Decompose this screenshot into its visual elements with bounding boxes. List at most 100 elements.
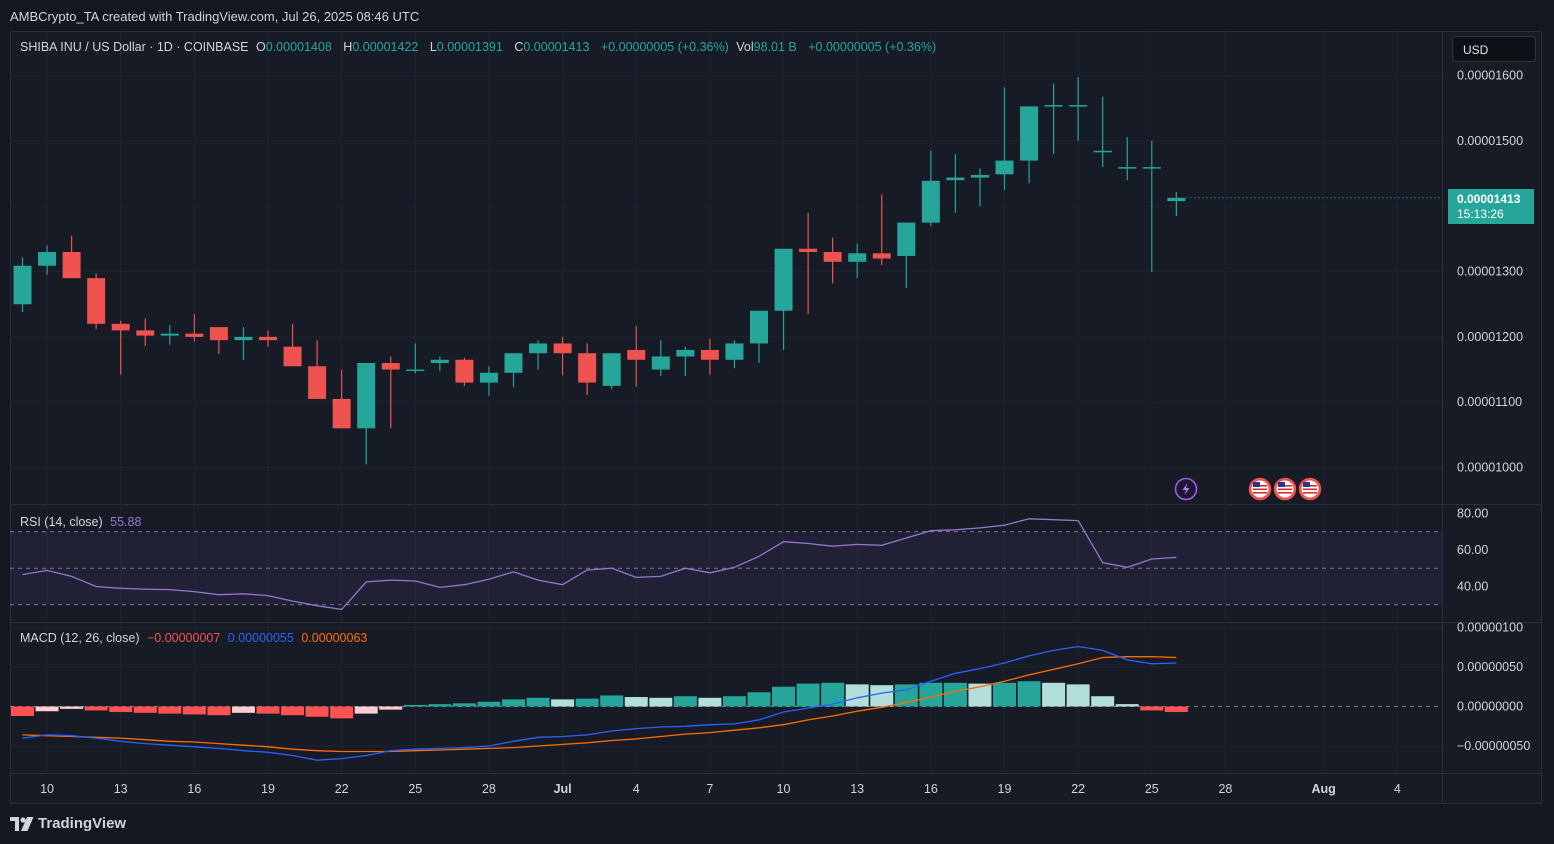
time-tick-label: Aug <box>1311 782 1335 796</box>
candle[interactable] <box>504 353 523 388</box>
candle[interactable] <box>1069 77 1088 141</box>
candle[interactable] <box>283 323 302 367</box>
candle[interactable] <box>381 356 400 429</box>
candle[interactable] <box>38 245 57 275</box>
macd-histogram-bar <box>35 706 59 712</box>
candle[interactable] <box>308 340 327 399</box>
macd-line[interactable] <box>22 645 1177 761</box>
candle[interactable] <box>1093 96 1112 168</box>
candle[interactable] <box>651 340 670 377</box>
candle[interactable] <box>578 343 597 396</box>
macd-pane[interactable] <box>10 645 1442 761</box>
candle[interactable] <box>676 346 695 377</box>
tradingview-logo[interactable]: TradingView <box>10 815 126 832</box>
candle[interactable] <box>332 369 351 429</box>
candle[interactable] <box>357 363 376 465</box>
macd-histogram-bar <box>11 706 34 716</box>
candle-body <box>38 252 57 266</box>
macd-histogram-bar <box>1091 696 1115 707</box>
candle[interactable] <box>160 325 179 345</box>
time-tick-label: Jul <box>554 782 572 796</box>
candle-body <box>1118 167 1137 169</box>
tradingview-logo-text: TradingView <box>38 815 127 832</box>
candle[interactable] <box>848 243 867 279</box>
macd-signal-value: 0.00000063 <box>301 631 368 645</box>
candle[interactable] <box>1167 191 1186 217</box>
candle-body <box>136 330 155 336</box>
candle[interactable] <box>209 327 228 354</box>
rsi-value: 55.88 <box>110 515 142 529</box>
currency-button[interactable]: USD <box>1452 36 1536 62</box>
macd-histogram-bar <box>526 697 550 707</box>
macd-tick-label: 0.00000050 <box>1457 660 1523 674</box>
rsi-pane[interactable] <box>10 518 1442 611</box>
candle[interactable] <box>406 343 425 374</box>
candle[interactable] <box>1142 141 1161 272</box>
price-pane[interactable] <box>13 77 1443 465</box>
macd-histogram-bar <box>821 682 845 707</box>
price-tick-label: 0.00001600 <box>1457 69 1523 83</box>
candle[interactable] <box>185 314 204 342</box>
candle[interactable] <box>1020 106 1039 184</box>
candle[interactable] <box>13 257 32 313</box>
candle[interactable] <box>750 310 768 364</box>
rsi-line[interactable] <box>22 518 1177 611</box>
candle[interactable] <box>946 154 965 213</box>
candle[interactable] <box>995 87 1014 190</box>
candle-body <box>455 359 474 383</box>
candle[interactable] <box>136 318 155 347</box>
candle[interactable] <box>602 353 621 390</box>
us-flag-icon[interactable] <box>1273 477 1297 501</box>
candle[interactable] <box>799 212 818 315</box>
macd-histogram-bar <box>919 682 943 707</box>
price-tick-label: 0.00001300 <box>1457 265 1523 279</box>
candle[interactable] <box>921 150 940 226</box>
macd-label: MACD (12, 26, close) <box>20 631 140 645</box>
ohlc-open: O0.00001408 <box>256 40 332 54</box>
rsi-legend[interactable]: RSI (14, close) 55.88 <box>20 515 145 529</box>
macd-histogram-bar <box>1115 704 1139 707</box>
candle-body <box>185 333 204 337</box>
candle[interactable] <box>62 235 81 279</box>
candle[interactable] <box>234 327 253 360</box>
candle[interactable] <box>774 248 793 350</box>
event-icons[interactable] <box>1174 477 1322 501</box>
candle-body <box>209 327 228 341</box>
candle[interactable] <box>725 340 744 369</box>
macd-histogram-bar <box>1066 684 1090 707</box>
candle[interactable] <box>823 237 842 284</box>
us-flag-icon[interactable] <box>1248 477 1272 501</box>
candle[interactable] <box>479 366 498 396</box>
macd-legend[interactable]: MACD (12, 26, close) −0.00000007 0.00000… <box>20 631 371 645</box>
symbol-title[interactable]: SHIBA INU / US Dollar · 1D · COINBASE <box>20 40 249 54</box>
candle[interactable] <box>627 325 646 387</box>
candle-body <box>87 278 106 324</box>
macd-histogram-bar <box>305 706 329 717</box>
price-tick-label: 0.00001100 <box>1457 395 1522 409</box>
candle[interactable] <box>455 357 474 386</box>
candle-body <box>430 359 449 364</box>
candle[interactable] <box>87 273 106 330</box>
candle[interactable] <box>1044 83 1063 155</box>
us-flag-icon[interactable] <box>1298 477 1322 501</box>
candle[interactable] <box>111 320 130 375</box>
macd-signal-line[interactable] <box>22 656 1177 753</box>
candle[interactable] <box>872 194 891 266</box>
macd-histogram-bar <box>403 704 427 707</box>
macd-value: 0.00000055 <box>227 631 294 645</box>
chart-canvas[interactable]: 0.00001000 0.00001100 0.00001200 0.00001300… <box>10 31 1542 804</box>
macd-histogram-bar <box>231 706 255 713</box>
candle[interactable] <box>529 340 548 370</box>
macd-histogram-bar <box>747 692 771 707</box>
candle[interactable] <box>700 338 719 375</box>
rsi-tick-label: 40.00 <box>1457 580 1488 594</box>
price-tick-label: 0.00001200 <box>1457 330 1523 344</box>
lightning-icon[interactable] <box>1174 477 1198 501</box>
candle[interactable] <box>430 356 449 371</box>
candle[interactable] <box>259 330 277 347</box>
chart-frame[interactable] <box>10 31 1542 804</box>
candle[interactable] <box>1118 137 1137 181</box>
candle[interactable] <box>970 168 989 207</box>
candle[interactable] <box>897 222 916 288</box>
candle[interactable] <box>553 336 572 376</box>
